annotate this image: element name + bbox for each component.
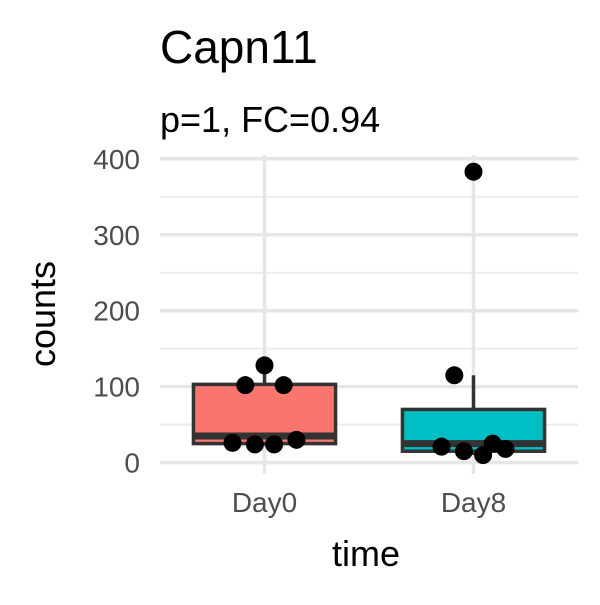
data-point: [474, 446, 493, 465]
x-axis-title: time: [332, 533, 400, 574]
data-point: [287, 430, 306, 449]
y-tick-label: 200: [93, 296, 140, 327]
data-point: [223, 433, 242, 452]
data-point: [432, 437, 451, 456]
data-point: [236, 376, 255, 395]
boxes: [191, 365, 547, 456]
data-point: [454, 442, 473, 461]
y-tick-label: 400: [93, 144, 140, 175]
y-tick-label: 100: [93, 372, 140, 403]
chart-title: Capn11: [160, 21, 318, 73]
x-axis-ticks: Day0 Day8: [232, 487, 506, 518]
y-axis-title: counts: [22, 261, 63, 367]
y-tick-label: 0: [124, 448, 140, 479]
data-point: [496, 439, 515, 458]
data-point: [245, 435, 264, 454]
data-point: [274, 376, 293, 395]
data-point: [265, 435, 284, 454]
y-axis-ticks: 0 100 200 300 400: [93, 144, 140, 479]
data-points: [223, 162, 515, 465]
data-point: [445, 366, 464, 385]
chart-subtitle: p=1, FC=0.94: [160, 99, 380, 140]
x-tick-label: Day8: [441, 487, 506, 518]
data-point: [464, 162, 483, 181]
y-tick-label: 300: [93, 220, 140, 251]
data-point: [255, 356, 274, 375]
x-tick-label: Day0: [232, 487, 297, 518]
